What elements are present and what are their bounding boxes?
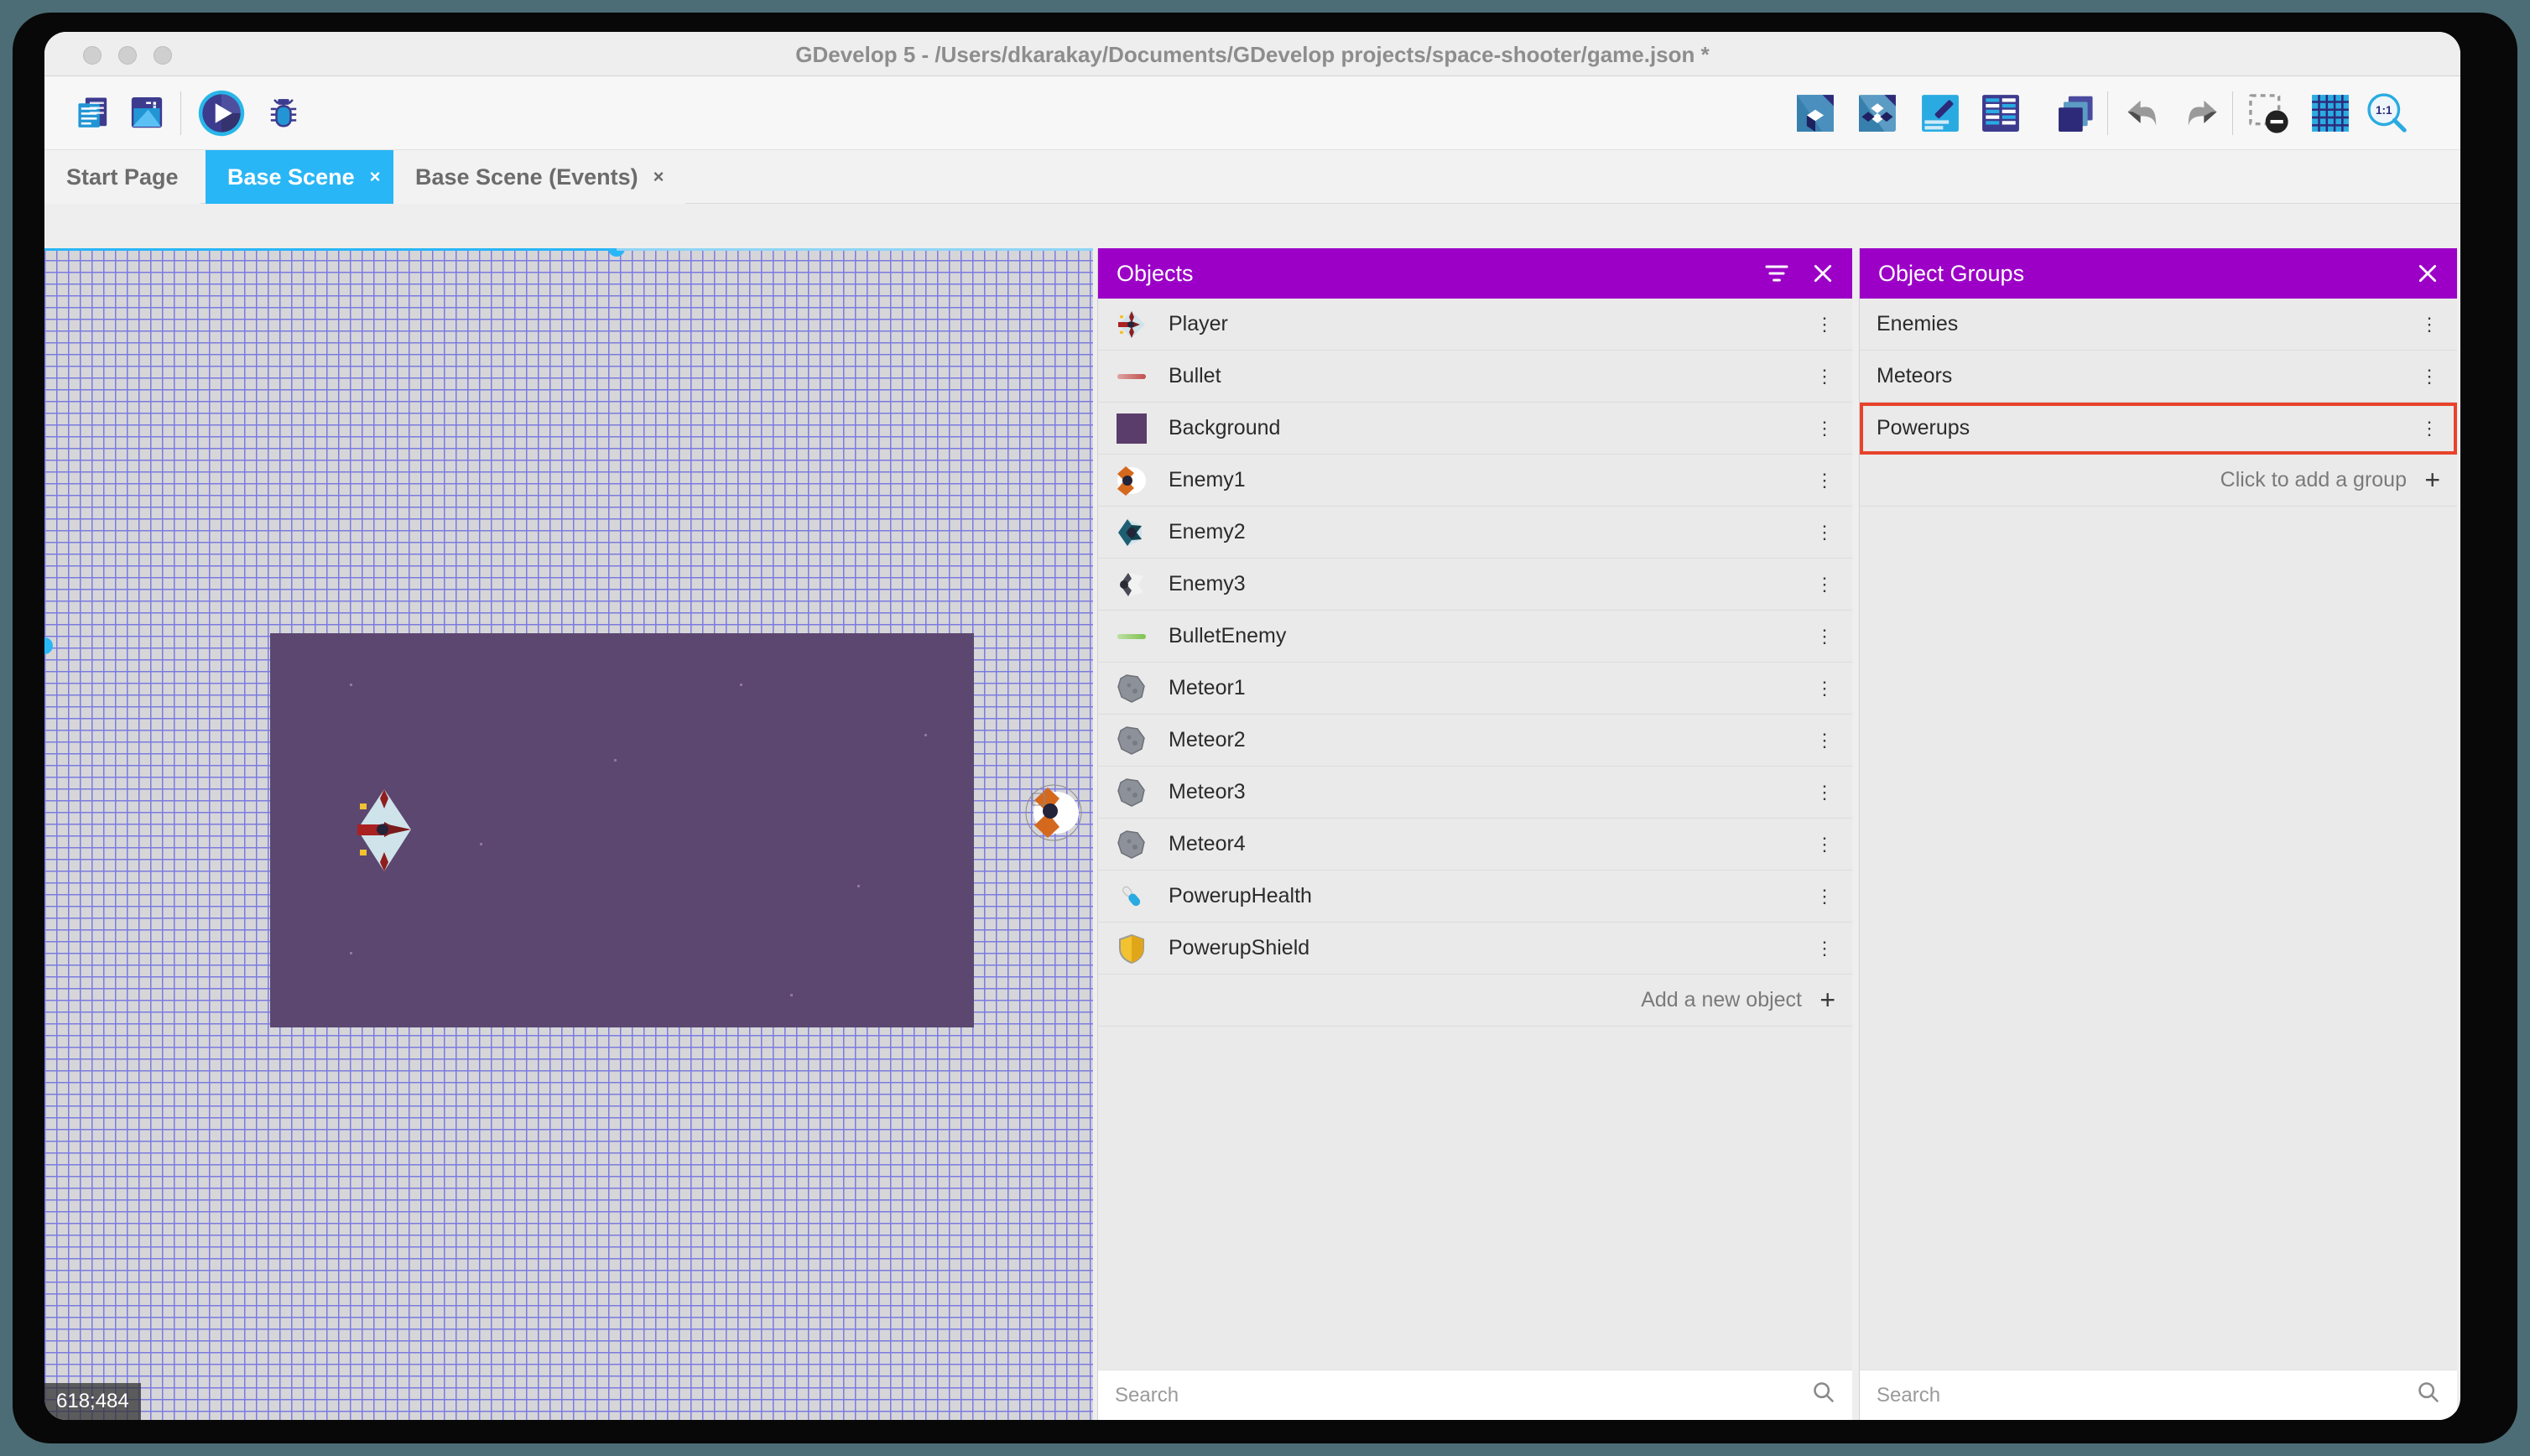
svg-text:1:1: 1:1: [2376, 104, 2392, 117]
